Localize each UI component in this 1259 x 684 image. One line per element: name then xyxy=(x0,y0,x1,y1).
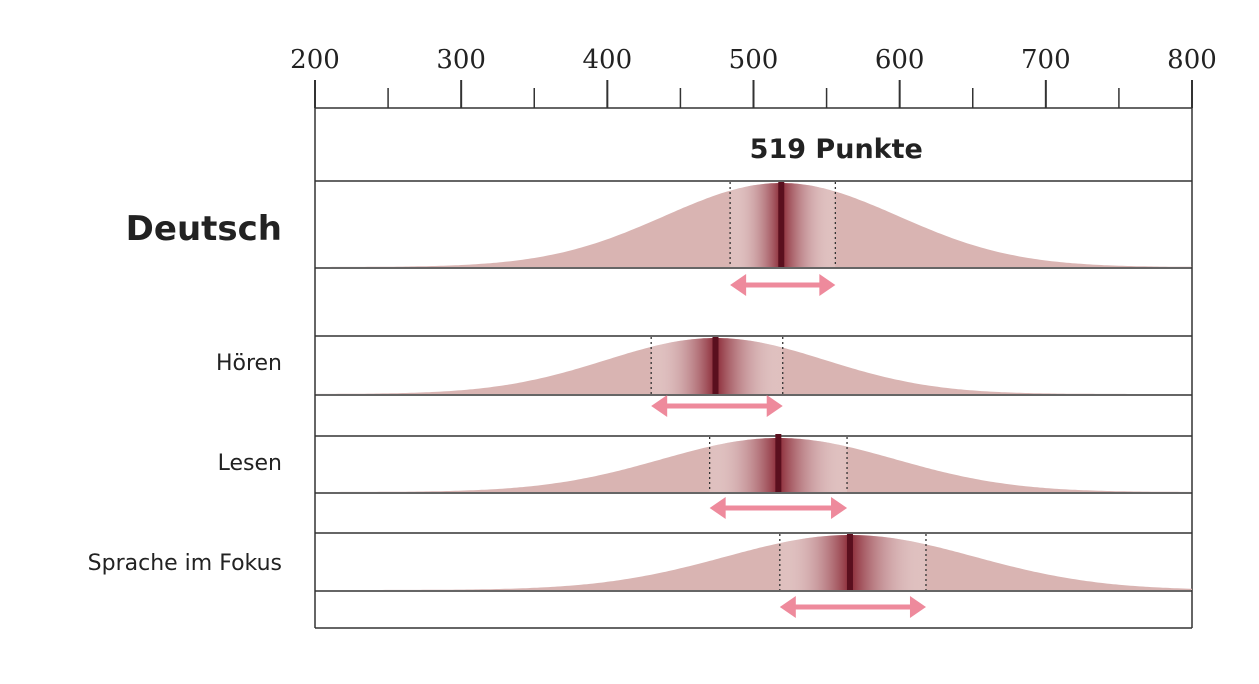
row-hören: Hören xyxy=(216,337,1192,417)
row-sprache-im-fokus: Sprache im Fokus xyxy=(88,534,1192,618)
mean-annotation: 519 Punkte xyxy=(750,134,923,165)
arrow-head-right xyxy=(831,497,848,519)
arrow-head-left xyxy=(651,395,668,417)
arrow-head-left xyxy=(730,274,747,296)
row-label: Sprache im Fokus xyxy=(88,551,282,576)
tick-label: 500 xyxy=(729,45,779,75)
arrow-head-right xyxy=(766,395,783,417)
tick-label: 200 xyxy=(290,45,340,75)
tick-label: 800 xyxy=(1167,45,1217,75)
row-label: Deutsch xyxy=(126,209,282,249)
distribution-curve xyxy=(315,535,1192,590)
arrow-head-right xyxy=(909,596,926,618)
tick-label: 300 xyxy=(436,45,486,75)
row-label: Lesen xyxy=(218,451,282,476)
row-lesen: Lesen xyxy=(218,434,1192,519)
arrow-head-left xyxy=(709,497,726,519)
arrow-head-right xyxy=(819,274,836,296)
row-label: Hören xyxy=(216,351,282,376)
arrow-head-left xyxy=(779,596,796,618)
tick-label: 400 xyxy=(583,45,633,75)
x-axis: 200 300 400 500 600 700 800 xyxy=(290,45,1217,629)
chart-rows: Deutsch Hören Lesen Sprache im Fokus xyxy=(88,182,1192,618)
tick-label: 600 xyxy=(875,45,925,75)
row-deutsch: Deutsch xyxy=(126,182,1192,296)
tick-label: 700 xyxy=(1021,45,1071,75)
